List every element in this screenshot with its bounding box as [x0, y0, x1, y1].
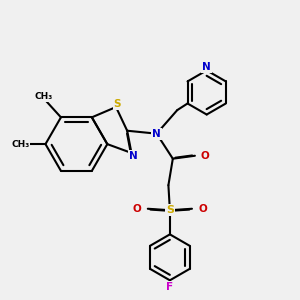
Text: S: S [114, 99, 121, 109]
Text: O: O [198, 204, 207, 214]
Text: S: S [166, 205, 174, 215]
Text: CH₃: CH₃ [11, 140, 30, 148]
Text: N: N [128, 151, 137, 161]
Text: O: O [201, 151, 209, 161]
Text: N: N [202, 62, 211, 72]
Text: O: O [133, 204, 141, 214]
Text: N: N [152, 129, 161, 139]
Text: CH₃: CH₃ [34, 92, 52, 101]
Text: F: F [166, 282, 173, 292]
